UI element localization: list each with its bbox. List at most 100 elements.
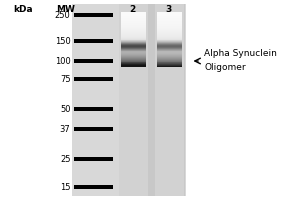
Bar [74, 185, 112, 189]
Bar [157, 62, 182, 63]
Bar [157, 63, 182, 64]
Bar [121, 17, 146, 18]
Bar [157, 47, 182, 49]
Bar [157, 41, 182, 42]
Bar [121, 65, 146, 66]
Bar [121, 63, 146, 64]
Bar [121, 59, 146, 61]
Bar [121, 62, 146, 63]
Bar [121, 40, 146, 41]
Bar [157, 14, 182, 16]
Bar [157, 14, 182, 15]
Bar [121, 46, 146, 47]
Bar [121, 57, 146, 59]
Bar [121, 26, 146, 28]
Bar [121, 27, 146, 29]
Bar [157, 25, 182, 26]
Text: Alpha Synuclein: Alpha Synuclein [204, 48, 277, 58]
Bar [157, 45, 182, 46]
Text: 15: 15 [60, 182, 70, 192]
Bar [121, 12, 146, 13]
Bar [121, 64, 146, 65]
Bar [157, 23, 182, 24]
Bar [121, 21, 146, 22]
Text: Oligomer: Oligomer [204, 62, 246, 72]
Bar [121, 30, 146, 31]
Bar [157, 22, 182, 23]
Bar [157, 16, 182, 18]
Bar [157, 34, 182, 35]
Bar [157, 20, 182, 21]
Bar [157, 25, 182, 27]
Bar [121, 49, 146, 51]
Bar [157, 56, 182, 57]
Bar [121, 50, 146, 51]
Bar [121, 60, 146, 62]
Bar [157, 17, 182, 18]
Bar [121, 61, 146, 62]
Bar [121, 15, 146, 17]
Bar [157, 50, 182, 51]
Text: MW: MW [57, 5, 75, 14]
Bar [121, 56, 146, 57]
Bar [157, 13, 182, 14]
Bar [121, 20, 146, 21]
Bar [155, 4, 184, 196]
Bar [121, 35, 146, 36]
Bar [74, 127, 112, 131]
Bar [72, 4, 186, 196]
Bar [74, 157, 112, 161]
Bar [157, 18, 182, 19]
Bar [121, 43, 146, 44]
Bar [157, 35, 182, 36]
Bar [157, 40, 182, 41]
Bar [121, 19, 146, 20]
Bar [121, 47, 146, 49]
Text: 75: 75 [60, 74, 70, 84]
Bar [121, 13, 146, 14]
Bar [157, 60, 182, 62]
Bar [121, 23, 146, 24]
Bar [119, 4, 148, 196]
Text: 3: 3 [165, 5, 171, 14]
Bar [157, 51, 182, 52]
Text: kDa: kDa [14, 5, 33, 14]
Bar [157, 59, 182, 61]
Bar [121, 22, 146, 23]
Bar [121, 44, 146, 45]
Text: 25: 25 [60, 154, 70, 164]
Bar [157, 39, 182, 40]
Bar [157, 31, 182, 32]
Bar [157, 26, 182, 28]
Bar [157, 19, 182, 20]
Bar [121, 52, 146, 53]
Bar [74, 13, 112, 17]
Bar [157, 54, 182, 55]
Bar [121, 35, 146, 37]
Bar [157, 37, 182, 39]
Bar [121, 36, 146, 38]
Bar [157, 28, 182, 29]
Bar [157, 12, 182, 13]
Bar [121, 38, 146, 40]
Text: 250: 250 [55, 10, 70, 20]
Bar [121, 34, 146, 35]
Bar [157, 35, 182, 37]
Bar [157, 32, 182, 33]
Bar [157, 36, 182, 38]
Bar [157, 46, 182, 48]
Bar [157, 55, 182, 56]
Bar [157, 57, 182, 58]
Bar [157, 61, 182, 62]
Bar [74, 107, 112, 111]
Bar [121, 41, 146, 42]
Bar [121, 66, 146, 67]
Bar [157, 29, 182, 30]
Bar [121, 42, 146, 43]
Bar [121, 24, 146, 25]
Bar [121, 45, 146, 46]
Bar [157, 58, 182, 60]
Bar [157, 46, 182, 47]
Bar [121, 39, 146, 40]
Bar [157, 15, 182, 17]
